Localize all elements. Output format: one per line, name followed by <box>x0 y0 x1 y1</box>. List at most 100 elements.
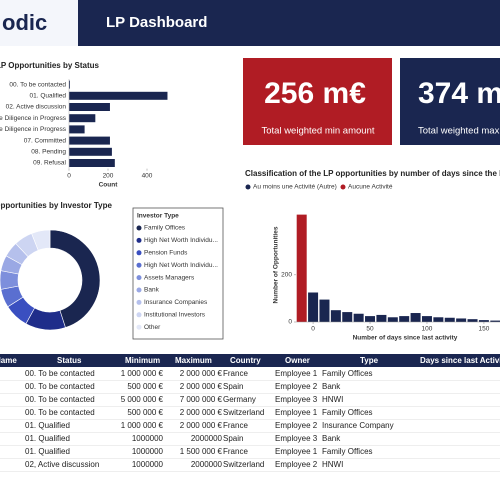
bar <box>69 114 96 123</box>
legend-label: Aucune Activité <box>348 184 393 191</box>
x-tick-label: 50 <box>366 326 374 333</box>
table-cell: Spain <box>223 382 243 391</box>
logo-box <box>0 0 78 46</box>
table-cell: Employee 2 <box>275 382 318 391</box>
table-cell: Employee 3 <box>275 395 318 404</box>
category-label: 01. Qualified <box>30 93 67 100</box>
bar <box>456 318 467 322</box>
kpi-label: Total weighted min amount <box>261 126 374 137</box>
legend-label: Institutional Investors <box>144 312 206 319</box>
legend-swatch <box>136 225 142 231</box>
bar <box>69 159 115 167</box>
bar <box>387 317 398 322</box>
bar <box>330 310 341 322</box>
bar <box>69 147 112 156</box>
table-cell: Employee 1 <box>275 408 318 417</box>
x-tick-label: 150 <box>478 326 489 333</box>
bar <box>69 125 85 134</box>
table-header <box>0 354 500 367</box>
legend-swatch <box>136 275 142 281</box>
table-cell: Employee 2 <box>275 460 318 469</box>
table-cell: 1 500 000 € <box>180 447 223 456</box>
axis-title: Number of Opportunities <box>273 226 280 303</box>
kpi-value: 256 m€ <box>264 77 366 110</box>
bar <box>69 80 70 89</box>
legend-label: Assets Managers <box>144 274 195 281</box>
column-header: Type <box>360 356 379 365</box>
legend-title: Investor Type <box>137 213 179 220</box>
y-tick-label: 0 <box>288 319 292 326</box>
legend-label: Family Offices <box>144 225 186 232</box>
x-tick-label: 0 <box>67 172 71 179</box>
table-cell: Employee 1 <box>275 447 318 456</box>
table-cell: 00. To be contacted <box>25 408 95 417</box>
table-cell: Germany <box>223 395 256 404</box>
axis-title: Number of days since last activity <box>353 335 458 342</box>
table-cell: 2000000 <box>191 434 223 443</box>
column-header: Country <box>230 356 261 365</box>
category-label: 00. To be contacted <box>9 81 66 88</box>
table-cell: 2 000 000 € <box>180 382 223 391</box>
bar <box>342 312 353 322</box>
bar <box>478 320 489 322</box>
table-cell: Spain <box>223 434 243 443</box>
bar <box>410 313 421 322</box>
bar <box>490 320 500 322</box>
axis-title: Count <box>99 181 119 188</box>
chart-title: LP Opportunities by Investor Type <box>0 201 112 210</box>
table-cell: Employee 2 <box>275 421 318 430</box>
bar <box>399 316 410 322</box>
table-cell: 1 000 000 € <box>121 369 164 378</box>
category-label: 04. Due Diligence in Progress <box>0 126 67 133</box>
bar <box>376 314 387 322</box>
column-header: Owner <box>285 356 310 365</box>
table-cell: Employee 3 <box>275 434 318 443</box>
bar <box>69 103 110 111</box>
table-cell: 02, Active discussion <box>25 460 99 469</box>
legend-box <box>132 207 224 340</box>
bar <box>353 313 364 322</box>
table-cell: Bank <box>322 434 341 443</box>
table-cell: Family Offices <box>322 447 373 456</box>
bar <box>444 317 455 322</box>
category-label: 02. Active discussion <box>6 104 67 111</box>
table-cell: Switzerland <box>223 408 264 417</box>
bar <box>433 317 444 322</box>
table-cell: HNWI <box>322 460 343 469</box>
legend-label: Other <box>144 324 161 331</box>
kpi-card <box>400 58 500 145</box>
table-cell: 1000000 <box>132 434 164 443</box>
kpi-card <box>243 58 392 145</box>
table-cell: Family Offices <box>322 369 373 378</box>
table-cell: France <box>223 369 248 378</box>
legend-label: Insurance Companies <box>144 299 208 306</box>
legend-swatch <box>136 237 142 243</box>
bar <box>69 91 168 100</box>
table-cell: 2 000 000 € <box>180 408 223 417</box>
legend-label: Au moins une Activité (Autre) <box>253 184 337 191</box>
legend-swatch <box>136 262 142 268</box>
bar <box>319 299 330 322</box>
category-label: 03. Due Diligence in Progress <box>0 115 67 122</box>
legend-swatch <box>136 299 142 305</box>
table-cell: 1 000 000 € <box>121 421 164 430</box>
header-bar <box>0 0 500 46</box>
x-tick-label: 100 <box>422 326 433 333</box>
legend-swatch <box>340 184 346 190</box>
pie-slice <box>31 229 51 251</box>
bar <box>69 136 110 145</box>
table-cell: 2 000 000 € <box>180 421 223 430</box>
table-cell: 00. To be contacted <box>25 382 95 391</box>
chart-title: LP Opportunities by Status <box>0 61 100 70</box>
legend-swatch <box>136 312 142 318</box>
table-cell: Family Offices <box>322 408 373 417</box>
legend-label: Bank <box>144 287 160 294</box>
bar <box>365 316 376 322</box>
y-tick-label: 200 <box>281 272 292 279</box>
table-cell: 2 000 000 € <box>180 369 223 378</box>
table-cell: 01. Qualified <box>25 447 70 456</box>
table-cell: HNWI <box>322 395 343 404</box>
table-cell: 500 000 € <box>127 382 163 391</box>
table-cell: 00. To be contacted <box>25 395 95 404</box>
legend-label: High Net Worth Individu... <box>144 237 218 244</box>
